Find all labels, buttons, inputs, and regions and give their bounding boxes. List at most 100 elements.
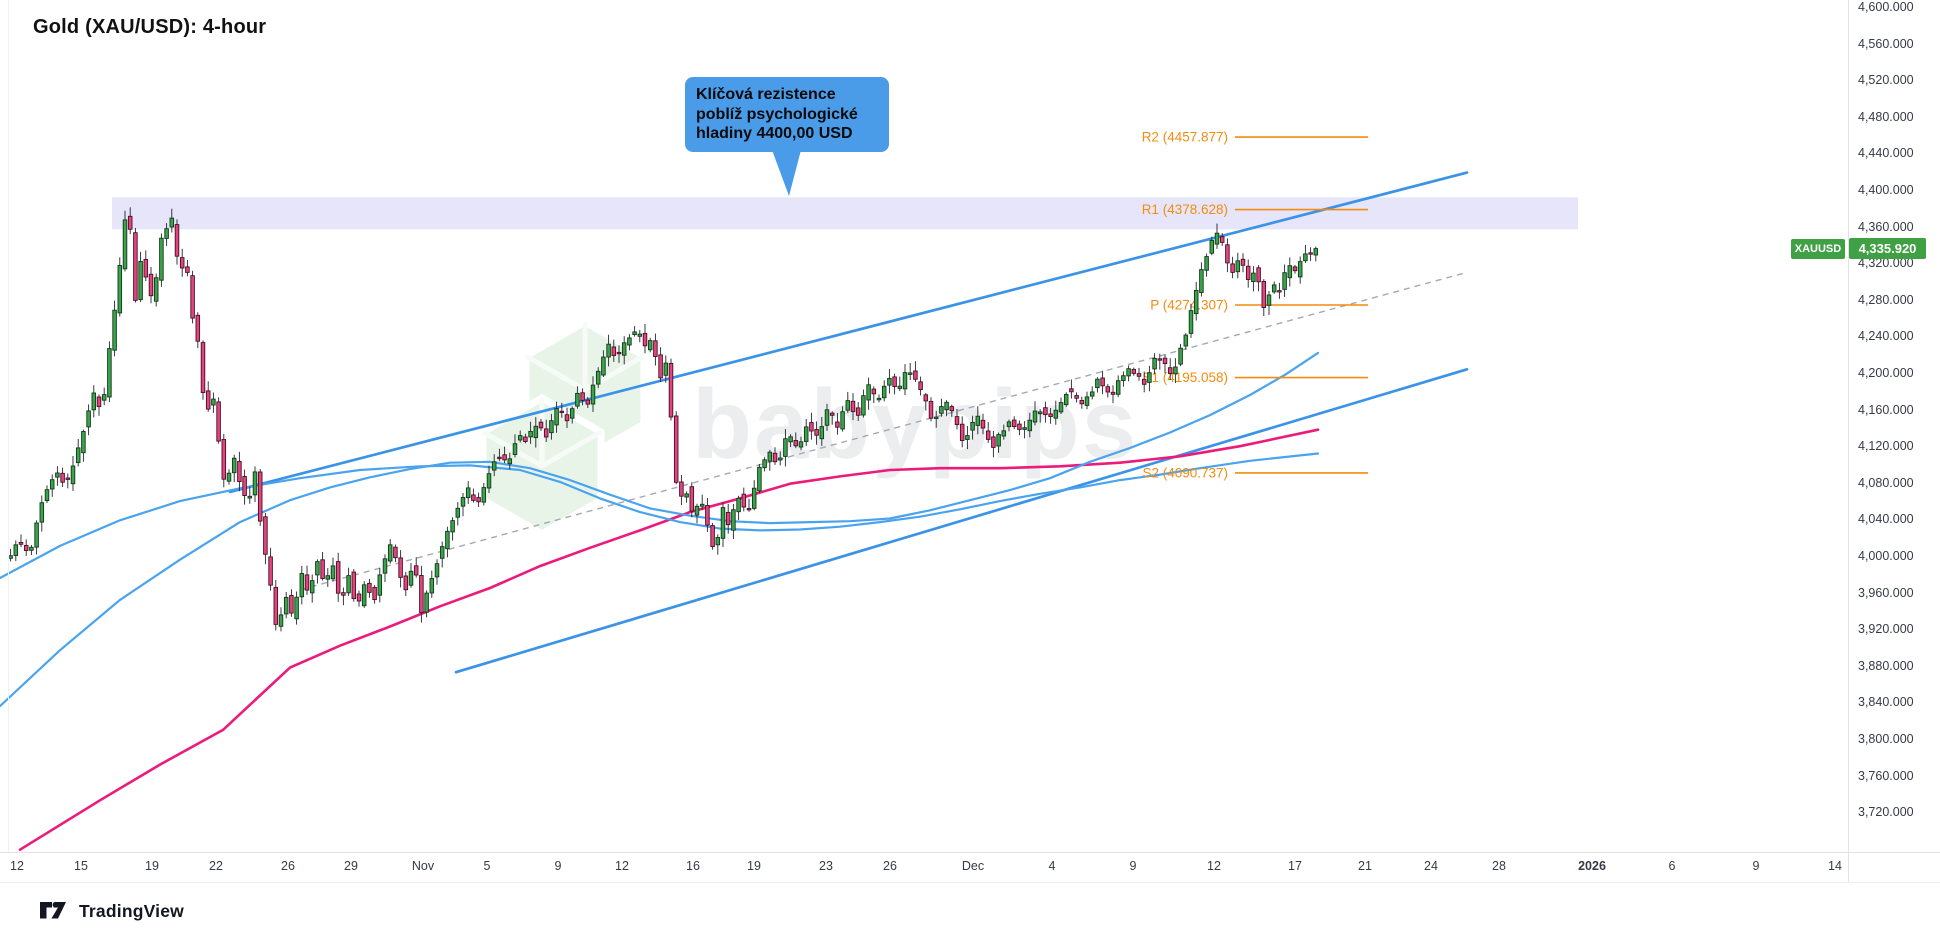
- candle: [897, 385, 903, 389]
- candle: [476, 497, 481, 503]
- candle: [533, 425, 539, 439]
- price-axis-label: 4,120.000: [1858, 439, 1914, 454]
- price-axis-label: 4,160.000: [1858, 402, 1914, 417]
- candle: [689, 486, 695, 512]
- candle: [1292, 266, 1298, 272]
- candle: [304, 574, 310, 591]
- candle: [23, 544, 29, 551]
- annotation-pointer-icon: [772, 150, 801, 196]
- price-axis-label: 4,360.000: [1858, 219, 1914, 234]
- annotation-callout[interactable]: Klíčová rezistence poblíž psychologické …: [685, 77, 889, 152]
- candlestick-series: [8, 207, 1319, 632]
- candle: [1074, 395, 1079, 399]
- candle: [299, 573, 305, 598]
- candle: [107, 348, 112, 398]
- candle: [1017, 423, 1022, 430]
- candle: [455, 507, 461, 518]
- time-axis-label: 9: [554, 859, 562, 873]
- time-axis-label: 26: [883, 859, 897, 873]
- candle: [512, 443, 518, 455]
- candle: [460, 497, 466, 507]
- candle: [398, 557, 403, 578]
- candle: [866, 384, 871, 401]
- time-axis-label: 17: [1288, 859, 1302, 873]
- candle: [429, 578, 435, 594]
- time-axis-label: 5: [483, 859, 491, 873]
- last-price-badge: 4,335.920: [1849, 238, 1926, 260]
- candle: [434, 563, 440, 578]
- candle: [1027, 419, 1033, 432]
- time-axis-label: 6: [1668, 859, 1676, 873]
- time-axis-label: 29: [344, 859, 358, 873]
- candle: [1183, 334, 1189, 347]
- price-axis[interactable]: 4,600.000 4,560.000 4,520.000 4,480.000 4,44…: [1849, 0, 1940, 852]
- candle: [549, 420, 554, 434]
- candle: [491, 461, 497, 471]
- candle: [1162, 357, 1168, 365]
- candle: [1219, 236, 1225, 243]
- candle: [330, 565, 336, 580]
- candle: [887, 377, 892, 386]
- candle: [486, 473, 492, 489]
- time-axis-label: Nov: [411, 859, 435, 873]
- price-axis-label: 4,040.000: [1858, 512, 1914, 527]
- candle: [465, 487, 471, 499]
- candle: [1266, 294, 1272, 306]
- candle: [668, 362, 674, 418]
- candle: [575, 392, 580, 407]
- candle: [39, 502, 45, 523]
- channel-upper-line: [228, 171, 1469, 494]
- time-axis[interactable]: 12 15 19 22 26 29 Nov 5 9 12 16 19 23 26 Dec 4 9 12 17 21 24…: [0, 853, 1848, 882]
- candle: [153, 277, 159, 302]
- candle: [673, 415, 679, 483]
- candle: [502, 454, 507, 461]
- time-axis-label: Dec: [961, 859, 985, 873]
- time-axis-label: 12: [1207, 859, 1221, 873]
- pivot-label: S2 (4090.737): [1142, 465, 1228, 480]
- candle: [523, 436, 528, 442]
- candle: [190, 275, 195, 319]
- candle: [939, 406, 944, 414]
- candle: [1188, 310, 1194, 334]
- price-axis-label: 4,480.000: [1858, 109, 1914, 124]
- candle: [861, 395, 866, 416]
- price-axis-label: 4,000.000: [1858, 549, 1914, 563]
- time-axis-label: 9: [1752, 859, 1760, 873]
- candle: [985, 430, 991, 440]
- candle: [1240, 258, 1246, 266]
- candle: [1209, 240, 1215, 254]
- channel-lower-line: [454, 367, 1469, 674]
- price-axis-label: 4,320.000: [1858, 256, 1914, 271]
- candle: [481, 487, 487, 503]
- candle: [273, 586, 279, 625]
- candle: [538, 421, 544, 429]
- candle: [1199, 269, 1204, 293]
- candle: [382, 558, 388, 574]
- candle: [408, 570, 414, 586]
- candle: [699, 503, 705, 507]
- price-chart-canvas[interactable]: R2 (4457.877) R1 (4378.628) P (4274.307) S1…: [0, 0, 1940, 882]
- candle: [725, 511, 731, 526]
- candle: [980, 419, 986, 429]
- candle: [122, 219, 128, 270]
- price-axis-label: 3,840.000: [1858, 695, 1914, 710]
- candle: [1032, 410, 1038, 423]
- candle: [970, 421, 975, 431]
- candle: [315, 561, 320, 576]
- candle: [96, 396, 102, 408]
- time-axis-label: 14: [1828, 859, 1842, 873]
- price-axis-label: 3,880.000: [1858, 658, 1914, 673]
- price-axis-label: 4,560.000: [1858, 36, 1914, 51]
- price-axis-label: 4,400.000: [1858, 183, 1914, 197]
- candle: [507, 458, 513, 465]
- candle: [663, 362, 669, 376]
- candle: [642, 332, 648, 347]
- candle: [34, 522, 39, 548]
- candle: [1297, 261, 1303, 278]
- footer-brand[interactable]: TradingView: [40, 901, 184, 922]
- candle: [226, 472, 232, 482]
- candle: [1178, 347, 1183, 365]
- candle: [710, 525, 715, 548]
- candle: [424, 592, 429, 613]
